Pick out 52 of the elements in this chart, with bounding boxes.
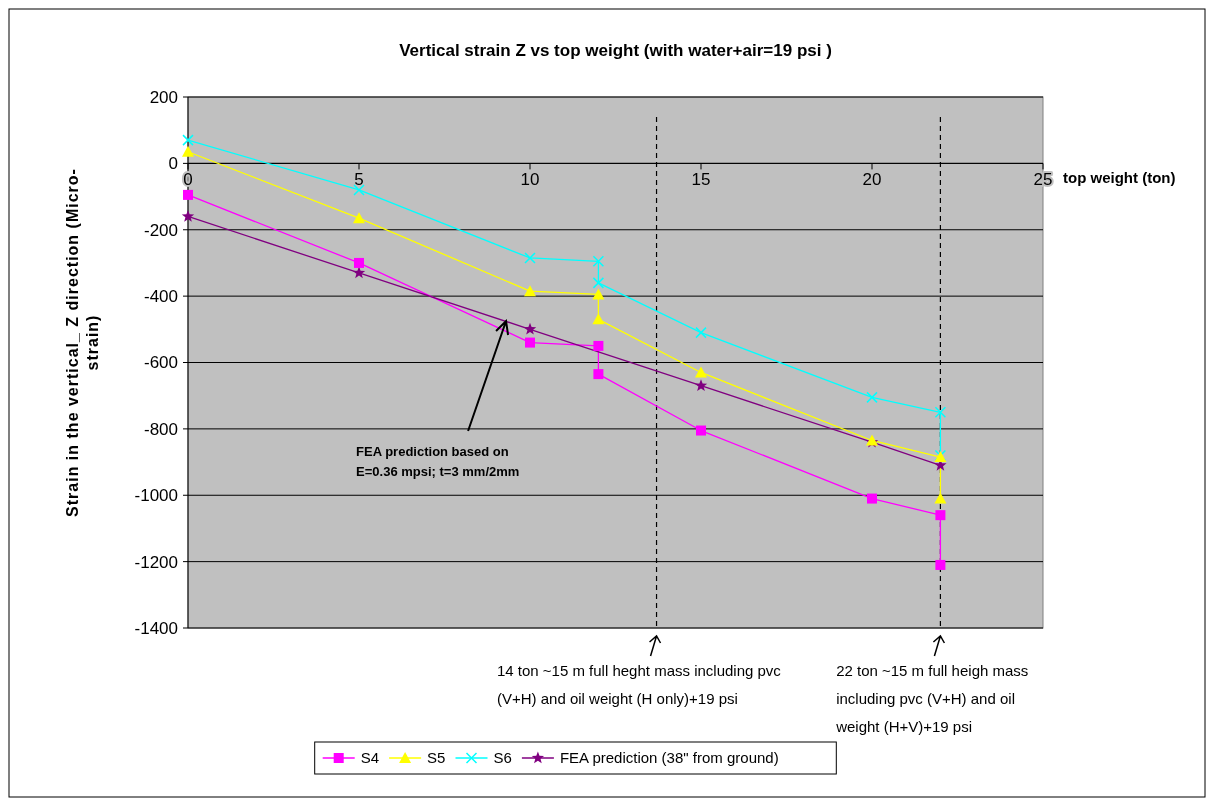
point [353,212,365,224]
y-tick-label: -800 [143,419,178,439]
legend-label: S4 [360,749,380,767]
legend-label: S5 [427,749,446,767]
point [524,252,536,264]
point [593,369,604,380]
point [353,184,365,196]
point [934,406,947,419]
y-tick-label: -600 [143,353,178,373]
point [695,366,707,378]
point [867,493,877,504]
x-tick-label: 20 [862,170,882,190]
x-tick-label: 25 [1033,170,1053,190]
y-tick-label: -1400 [134,618,178,638]
x-tick-label: 10 [520,170,540,190]
point [524,285,536,297]
point [183,189,193,200]
ref-line-label: 22 ton ~15 m full heigh mass including pvc (V+H) and oil weight (H+V)+19 psi [835,662,1029,735]
point [352,266,366,279]
point [695,326,707,339]
x-tick-label: 15 [691,170,711,190]
y-tick-label: -1200 [134,552,178,572]
x-tick-label: 5 [354,170,364,190]
point [866,391,878,404]
y-tick-label: -200 [143,220,178,240]
point [182,145,194,157]
point [182,134,194,146]
legend-label: S6 [493,749,512,767]
chart-title: Vertical strain Z vs top weight (with water+air=19 psi ) [399,41,832,60]
point [592,255,605,268]
point [525,337,535,348]
point [694,379,708,391]
point [354,257,364,268]
point [935,510,946,521]
y-tick-label: 200 [149,87,178,107]
y-tick-label: -1000 [134,486,178,506]
point [696,425,706,436]
y-tick-label: 0 [168,154,178,174]
point [934,492,947,504]
point [592,288,605,300]
x-axis-title: top weight (ton) [1063,169,1176,187]
y-tick-label: -400 [143,287,178,307]
ref-line-label: 14 ton ~15 m full heght mass including pvc (V+H) and oil weight (H only)+19 psi [496,662,782,707]
point [593,340,604,351]
y-axis-title: Strain in the vertical_ Z direction (Micro-strain) [64,168,101,517]
point [181,209,195,222]
point [935,559,946,570]
point [523,322,537,335]
point [592,313,605,325]
annotation: FEA prediction based on E=0.36 mpsi; t=3 mm/2mm [356,444,520,480]
point [592,277,605,289]
legend-label: FEA prediction (38" from ground) [559,749,779,767]
